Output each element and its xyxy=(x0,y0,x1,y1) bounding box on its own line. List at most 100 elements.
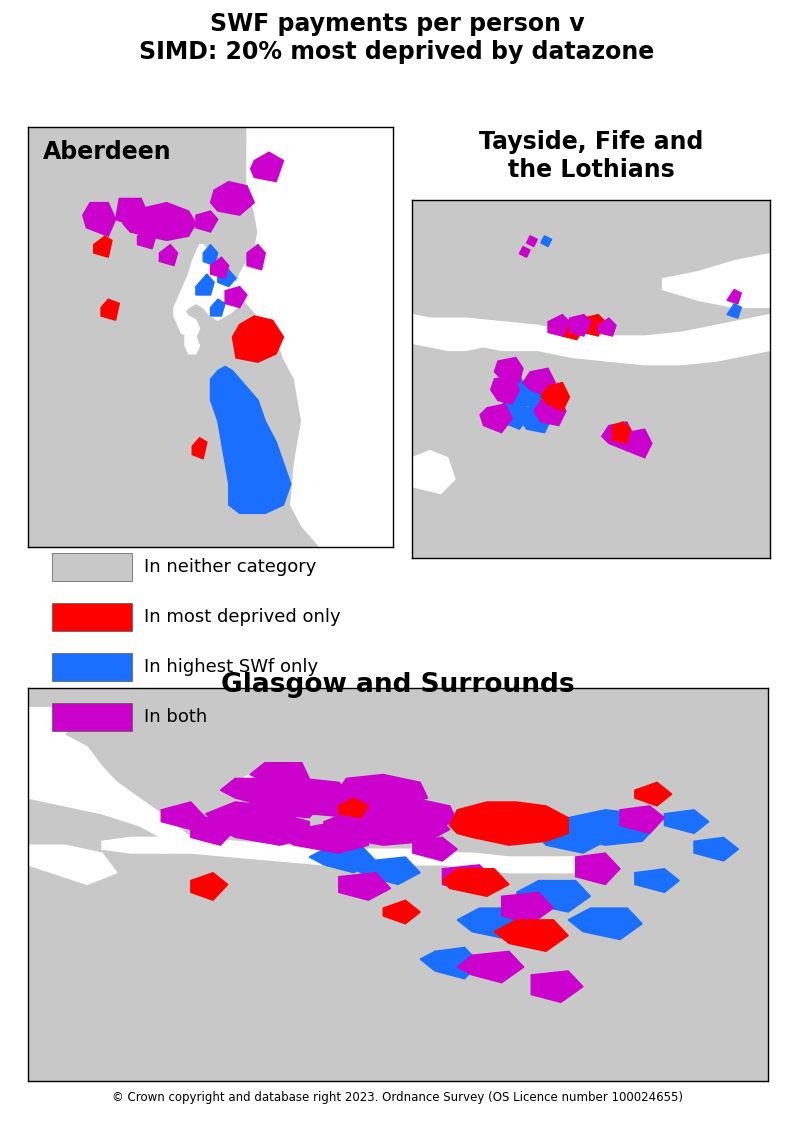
Polygon shape xyxy=(196,274,214,295)
Text: SWF payments per person v
SIMD: 20% most deprived by datazone: SWF payments per person v SIMD: 20% most… xyxy=(140,12,654,64)
Polygon shape xyxy=(233,316,283,362)
Polygon shape xyxy=(512,379,545,407)
Polygon shape xyxy=(498,376,526,404)
Polygon shape xyxy=(191,813,235,845)
Polygon shape xyxy=(221,779,287,806)
Polygon shape xyxy=(339,873,391,900)
Polygon shape xyxy=(250,763,309,790)
Polygon shape xyxy=(534,397,566,425)
Polygon shape xyxy=(694,837,738,861)
Polygon shape xyxy=(663,254,770,307)
Polygon shape xyxy=(339,774,428,806)
Polygon shape xyxy=(442,868,509,896)
Polygon shape xyxy=(491,376,519,404)
Polygon shape xyxy=(612,422,630,443)
Polygon shape xyxy=(191,873,228,900)
Polygon shape xyxy=(102,837,161,853)
Polygon shape xyxy=(526,236,538,247)
Polygon shape xyxy=(727,289,742,304)
Polygon shape xyxy=(28,708,191,845)
Polygon shape xyxy=(203,245,218,266)
Polygon shape xyxy=(196,211,218,232)
Polygon shape xyxy=(584,314,605,337)
Text: In neither category: In neither category xyxy=(144,558,316,576)
Polygon shape xyxy=(420,947,480,978)
Polygon shape xyxy=(480,404,512,433)
Polygon shape xyxy=(523,368,555,397)
Polygon shape xyxy=(531,971,583,1002)
Polygon shape xyxy=(28,708,72,739)
Polygon shape xyxy=(602,422,634,451)
Polygon shape xyxy=(413,837,457,861)
Polygon shape xyxy=(279,821,368,853)
Polygon shape xyxy=(442,865,494,892)
Polygon shape xyxy=(192,438,207,459)
Polygon shape xyxy=(160,245,178,266)
Polygon shape xyxy=(210,257,229,278)
Polygon shape xyxy=(516,881,591,912)
Polygon shape xyxy=(412,451,455,494)
Polygon shape xyxy=(235,774,324,806)
Polygon shape xyxy=(576,853,620,884)
Polygon shape xyxy=(412,314,770,365)
Polygon shape xyxy=(634,868,679,892)
Polygon shape xyxy=(339,798,368,818)
Text: Glasgow and Surrounds: Glasgow and Surrounds xyxy=(222,672,575,698)
Polygon shape xyxy=(206,802,287,834)
Text: In highest SWf only: In highest SWf only xyxy=(144,657,318,675)
Polygon shape xyxy=(353,857,420,884)
Polygon shape xyxy=(634,782,672,806)
Polygon shape xyxy=(569,908,642,939)
Polygon shape xyxy=(161,837,583,873)
Polygon shape xyxy=(368,798,457,829)
Text: In most deprived only: In most deprived only xyxy=(144,608,341,626)
Polygon shape xyxy=(225,286,247,307)
Polygon shape xyxy=(384,900,420,923)
Polygon shape xyxy=(569,314,591,337)
Polygon shape xyxy=(279,779,353,806)
Polygon shape xyxy=(185,329,199,353)
Polygon shape xyxy=(210,300,225,316)
Polygon shape xyxy=(123,203,196,240)
Polygon shape xyxy=(236,127,393,548)
Text: Aberdeen: Aberdeen xyxy=(43,139,172,164)
Polygon shape xyxy=(210,182,254,215)
Polygon shape xyxy=(218,269,236,286)
Polygon shape xyxy=(83,203,116,237)
Polygon shape xyxy=(449,802,569,845)
Polygon shape xyxy=(247,245,265,269)
Polygon shape xyxy=(548,314,569,337)
Polygon shape xyxy=(250,787,324,818)
Polygon shape xyxy=(251,153,283,182)
Polygon shape xyxy=(457,908,531,939)
Polygon shape xyxy=(665,810,709,834)
Polygon shape xyxy=(116,199,148,228)
Polygon shape xyxy=(412,337,484,350)
Polygon shape xyxy=(174,245,243,337)
Polygon shape xyxy=(161,802,206,829)
Polygon shape xyxy=(619,429,652,458)
Polygon shape xyxy=(541,383,569,412)
Polygon shape xyxy=(620,806,665,834)
Text: Tayside, Fife and
the Lothians: Tayside, Fife and the Lothians xyxy=(479,130,703,182)
Polygon shape xyxy=(137,228,156,249)
Polygon shape xyxy=(101,300,119,320)
Polygon shape xyxy=(295,787,384,818)
Polygon shape xyxy=(28,747,87,787)
Polygon shape xyxy=(210,367,291,514)
Polygon shape xyxy=(541,236,552,247)
Polygon shape xyxy=(519,247,530,257)
Polygon shape xyxy=(727,304,742,319)
Polygon shape xyxy=(324,806,449,845)
Polygon shape xyxy=(519,404,552,433)
Polygon shape xyxy=(28,845,117,884)
Polygon shape xyxy=(562,319,584,340)
Polygon shape xyxy=(538,826,605,853)
Polygon shape xyxy=(309,845,376,873)
Polygon shape xyxy=(94,237,112,257)
Polygon shape xyxy=(498,401,530,429)
Polygon shape xyxy=(495,358,523,383)
Polygon shape xyxy=(221,813,309,845)
Text: © Crown copyright and database right 2023. Ordnance Survey (OS Licence number 10: © Crown copyright and database right 202… xyxy=(111,1091,683,1104)
Polygon shape xyxy=(494,920,569,951)
